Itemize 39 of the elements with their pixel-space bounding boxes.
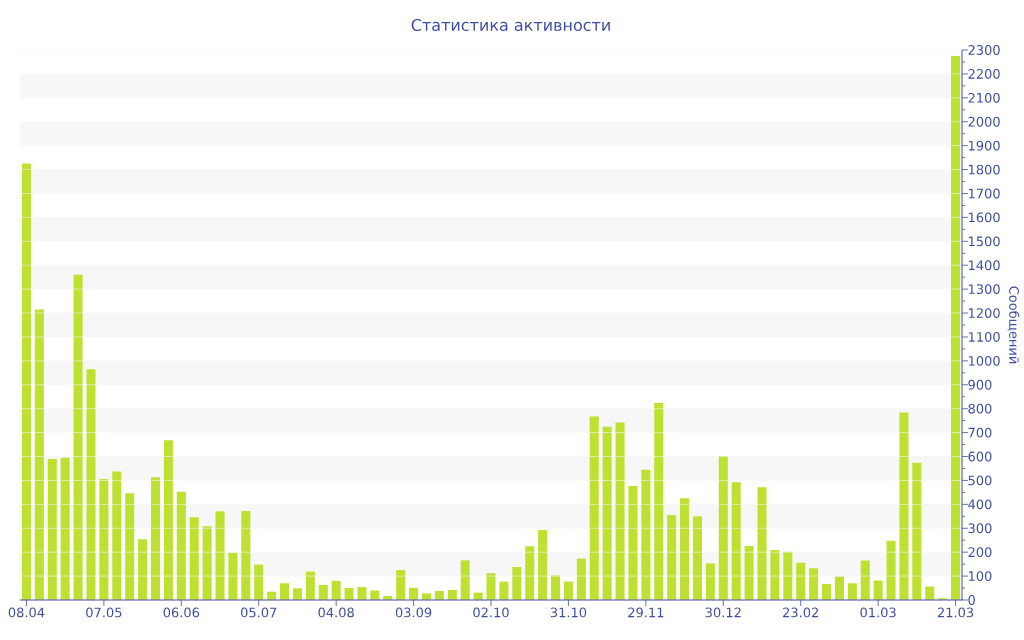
y-tick-label: 0 [968, 595, 975, 605]
y-tick-label: 300 [968, 523, 992, 534]
x-tick-label: 02.10 [473, 607, 509, 618]
x-tick-label: 29.11 [628, 607, 664, 618]
y-tick-label: 2100 [968, 92, 1000, 103]
x-tick-label: 08.04 [8, 607, 45, 618]
y-tick-label: 800 [968, 403, 992, 414]
y-tick-label: 2000 [968, 116, 1000, 127]
y-tick-label: 1100 [968, 332, 1000, 342]
y-tick-label: 1700 [968, 188, 1000, 199]
y-tick-label: 700 [968, 427, 992, 438]
y-axis-title: Сообщений [1007, 286, 1020, 364]
y-tick-label: 600 [968, 451, 992, 462]
y-tick-label: 1600 [968, 212, 1000, 223]
y-tick-label: 1900 [968, 140, 1000, 151]
x-tick-label: 04.08 [318, 607, 354, 618]
x-tick-label: 06.06 [163, 607, 200, 618]
chart-title: Статистика активности [411, 18, 610, 32]
y-tick-label: 2200 [968, 69, 1000, 79]
y-tick-label: 100 [968, 571, 992, 582]
y-tick-label: 1000 [968, 355, 1000, 366]
y-tick-label: 2300 [968, 45, 1000, 55]
x-tick-label: 30.12 [705, 607, 741, 618]
x-tick-label: 21.03 [937, 607, 974, 618]
y-tick-label: 1400 [968, 260, 1000, 271]
y-tick-label: 900 [968, 379, 992, 390]
y-tick-label: 200 [968, 547, 992, 558]
y-tick-label: 1300 [968, 284, 1000, 295]
x-tick-label: 03.09 [395, 607, 432, 618]
x-tick-label: 31.10 [550, 607, 587, 618]
x-tick-label: 01.03 [860, 607, 896, 618]
y-tick-label: 1800 [968, 164, 1000, 175]
x-tick-label: 07.05 [86, 607, 122, 618]
y-tick-label: 400 [968, 499, 992, 510]
x-tick-label: 23.02 [783, 607, 818, 618]
x-tick-label: 05.07 [240, 607, 277, 618]
y-tick-label: 1200 [968, 308, 1000, 318]
y-tick-label: 1500 [968, 236, 1000, 247]
y-tick-label: 500 [968, 475, 992, 486]
